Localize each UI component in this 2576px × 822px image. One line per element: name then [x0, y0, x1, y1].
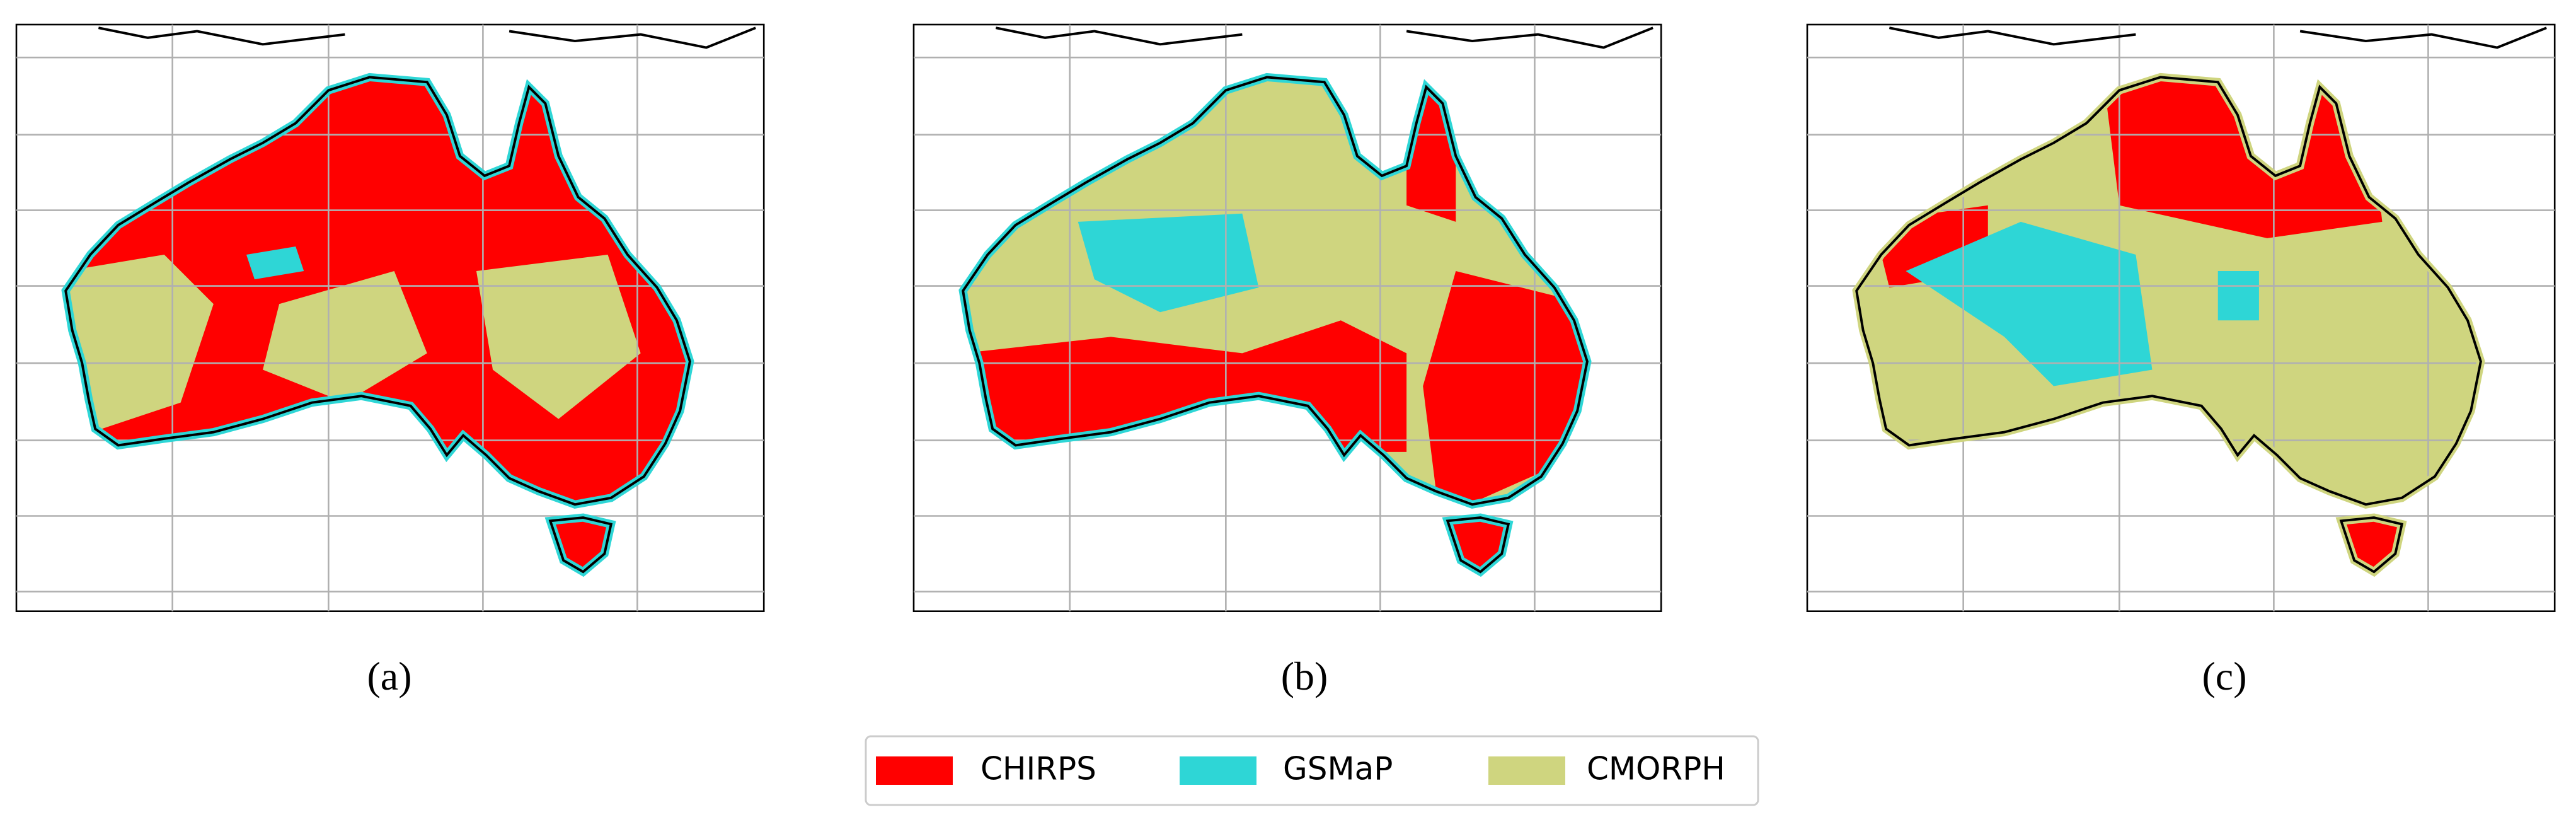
legend-swatch: [1488, 756, 1565, 785]
region: [1423, 271, 1587, 518]
coastline: [1856, 26, 2547, 572]
legend-label: CHIRPS: [980, 751, 1096, 787]
region: [1906, 221, 2153, 386]
region: [263, 271, 427, 403]
legend-swatch: [1180, 756, 1256, 785]
panel-label: (b): [1281, 654, 1328, 698]
map-panel-c: [1806, 23, 2556, 613]
map-panel-b: [912, 23, 1662, 613]
coastline: [66, 26, 756, 572]
region: [246, 246, 304, 280]
legend-label: CMORPH: [1587, 751, 1725, 787]
legend-swatch: [876, 756, 953, 785]
region: [2217, 271, 2259, 321]
coastline: [963, 26, 1653, 572]
panel-label: (a): [367, 654, 411, 698]
graticule: [914, 25, 1662, 611]
panel-label: (c): [2202, 654, 2246, 698]
region: [66, 254, 214, 436]
map-panel-a: [15, 23, 765, 613]
legend-label: GSMaP: [1283, 751, 1393, 787]
legend: CHIRPS GSMaP CMORPH: [865, 735, 1759, 806]
region: [1078, 213, 1259, 313]
region: [476, 254, 641, 419]
legend-box: [865, 735, 1759, 806]
